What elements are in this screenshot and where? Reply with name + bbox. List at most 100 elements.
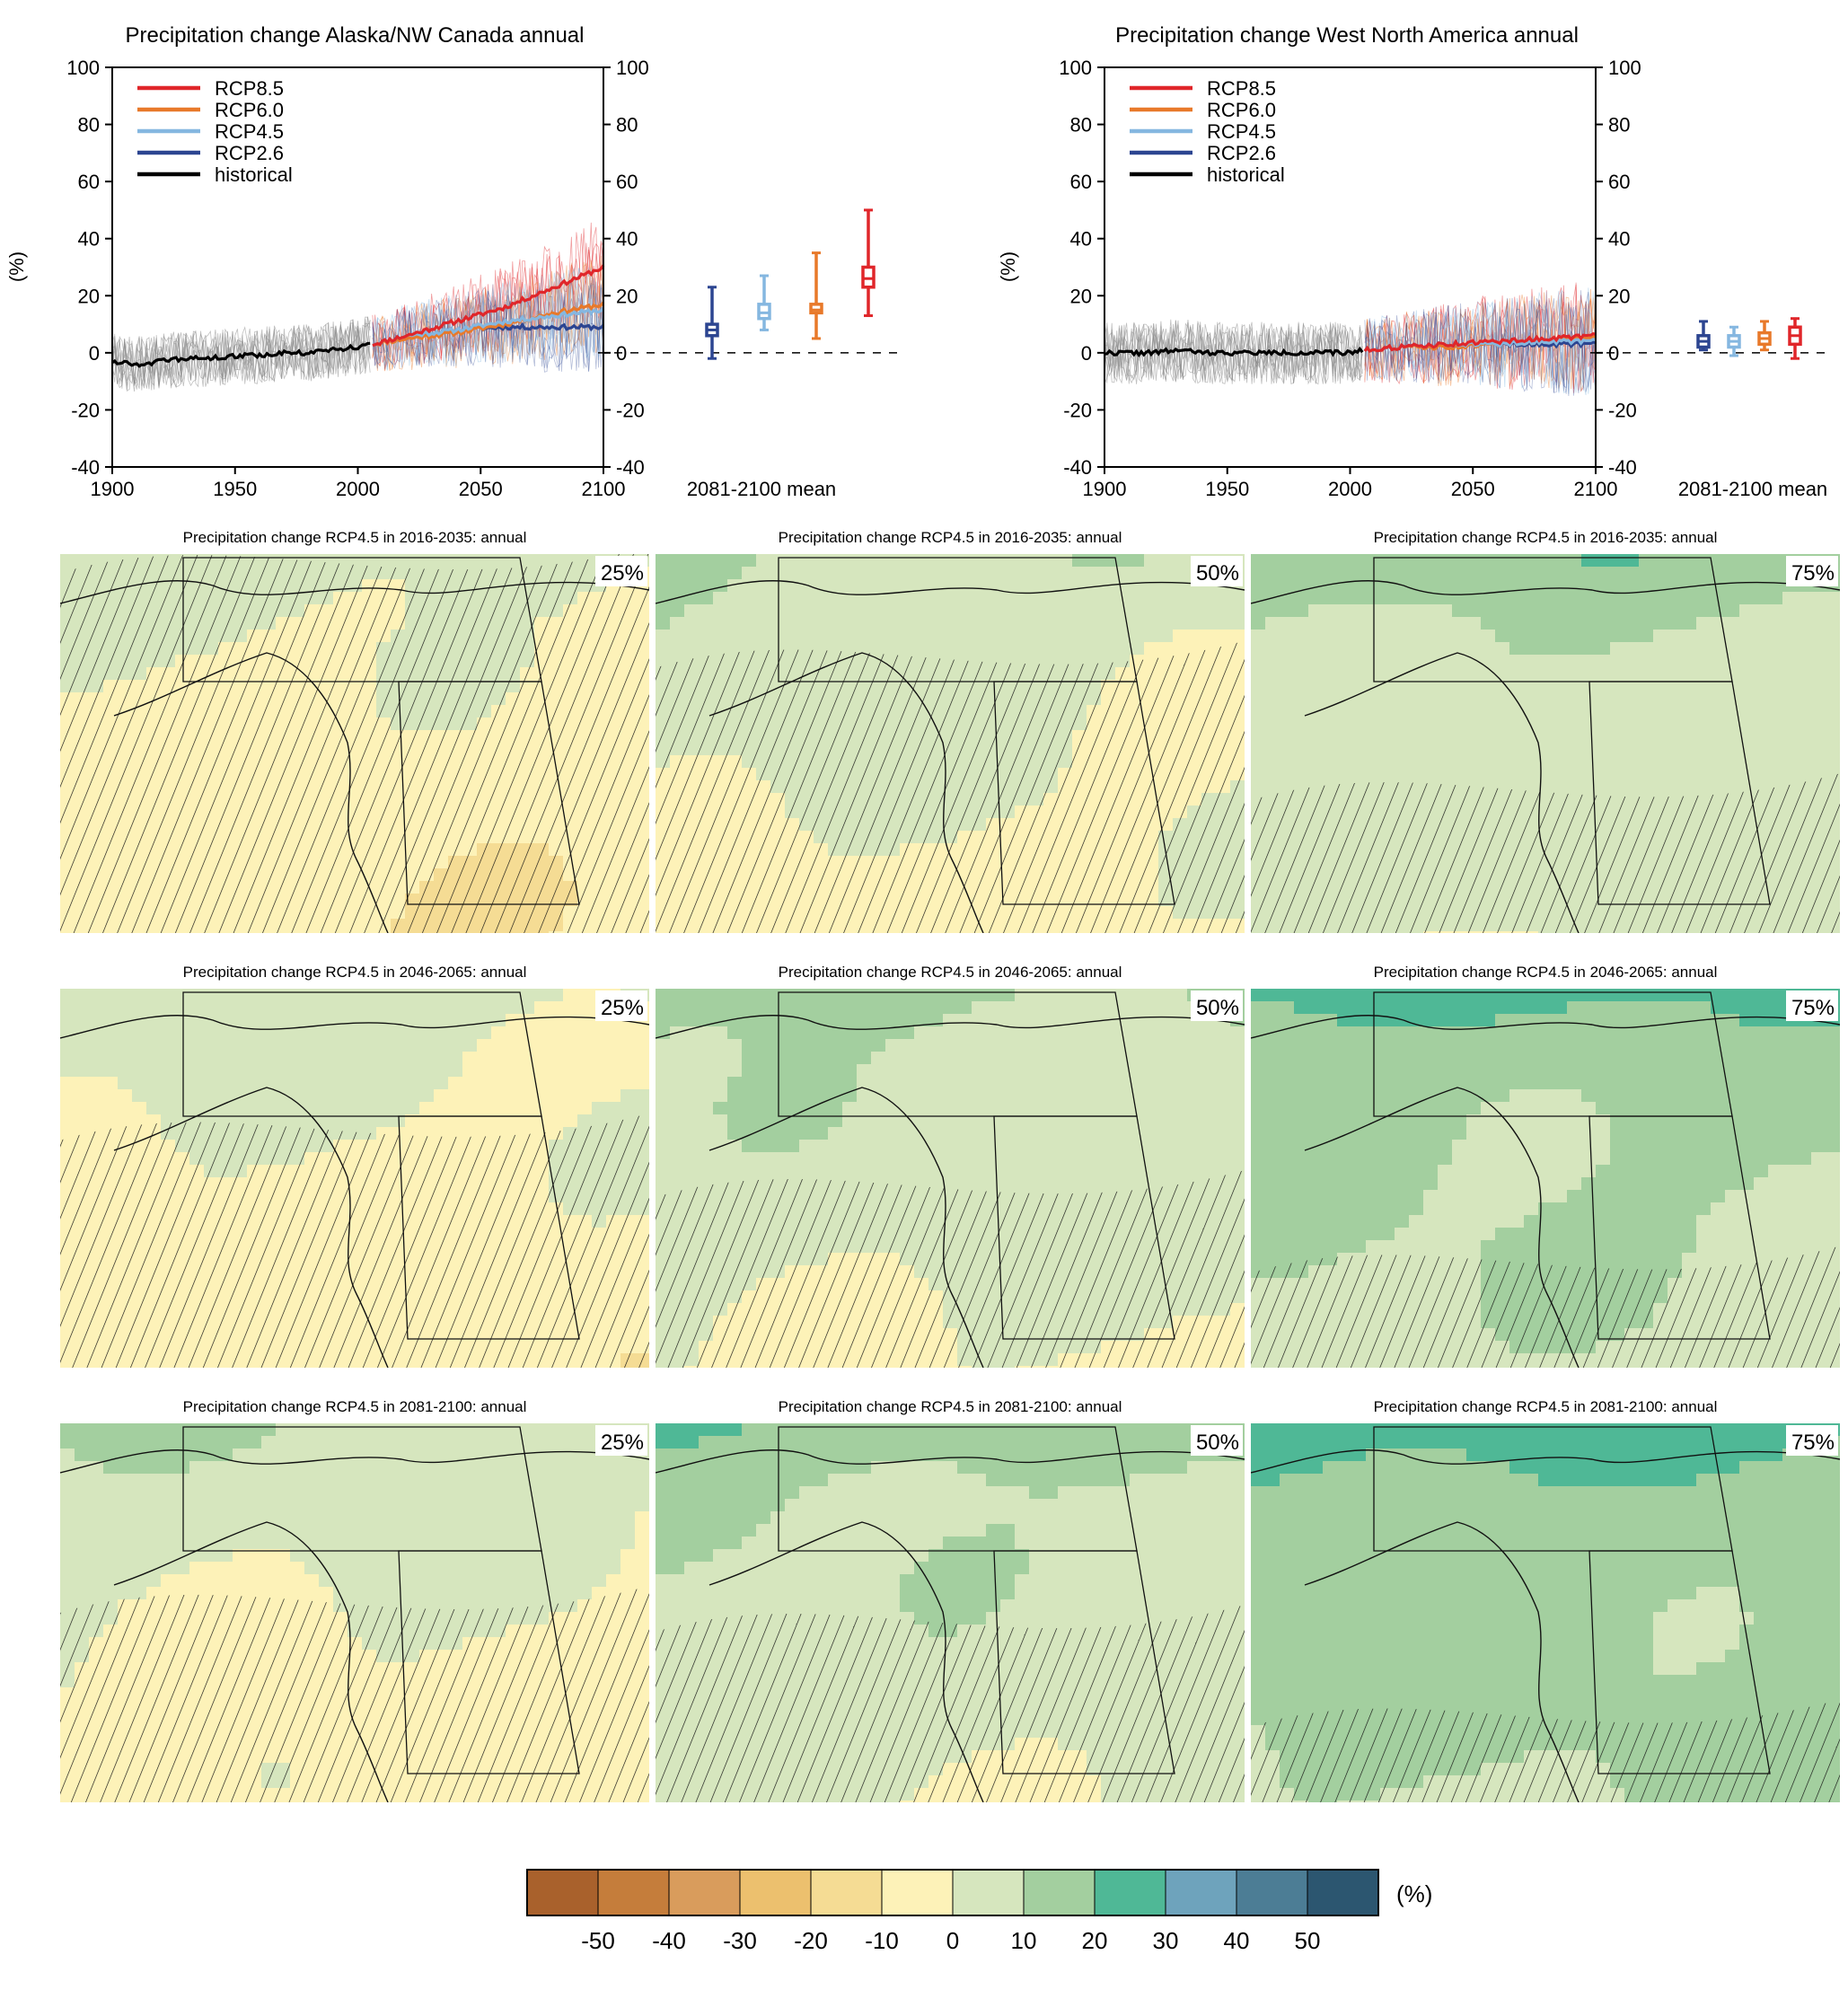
- map-cell: [1423, 743, 1439, 756]
- map-cell: [1000, 592, 1016, 605]
- map-cell: [103, 1052, 119, 1065]
- map-cell: [276, 1014, 291, 1027]
- map-cell: [1144, 554, 1159, 568]
- map-cell: [1481, 604, 1496, 618]
- map-cell: [1000, 604, 1016, 618]
- map-cell: [1811, 718, 1826, 731]
- map-cell: [1725, 780, 1740, 794]
- map-cell: [656, 655, 671, 668]
- map-cell: [1087, 567, 1102, 580]
- map-cell: [1438, 630, 1453, 643]
- map-cell: [1294, 642, 1309, 656]
- map-cell: [1782, 743, 1798, 756]
- map-cell: [1452, 667, 1467, 681]
- map-cell: [828, 554, 843, 568]
- map-cell: [1337, 768, 1352, 781]
- map-cell: [972, 642, 987, 656]
- map-cell: [419, 989, 435, 1002]
- map-cell: [1308, 604, 1324, 618]
- map-cell: [146, 1077, 162, 1090]
- map-cell: [491, 1052, 506, 1065]
- ytick-label-left: 20: [1070, 285, 1092, 307]
- map-cell: [434, 1052, 449, 1065]
- map-cell: [362, 1064, 377, 1078]
- map-cell: [261, 1001, 277, 1015]
- map-cell: [1826, 680, 1840, 693]
- map-cell: [1782, 604, 1798, 618]
- map-cell: [118, 1089, 133, 1103]
- map-cell: [727, 554, 743, 568]
- map-cell: [462, 1102, 478, 1115]
- map-cell: [1351, 604, 1367, 618]
- map-cell: [1452, 617, 1467, 630]
- map-cell: [1739, 705, 1755, 718]
- map-cell: [276, 1001, 291, 1015]
- map-cell: [1466, 680, 1482, 693]
- map-cell: [391, 554, 406, 568]
- map-cell: [1553, 630, 1568, 643]
- map-cell: [1668, 617, 1683, 630]
- map-cell: [304, 1014, 320, 1027]
- map-cell: [928, 630, 944, 643]
- map-cell: [1581, 655, 1597, 668]
- map-cell: [799, 567, 814, 580]
- xtick-label: 1950: [213, 478, 257, 500]
- map-cell: [448, 1114, 463, 1128]
- map-cell: [1782, 705, 1798, 718]
- map-cell: [491, 989, 506, 1002]
- map-cell: [175, 1026, 190, 1040]
- map-cell: [348, 1026, 363, 1040]
- map-cell: [670, 554, 685, 568]
- map-cell: [1495, 755, 1510, 769]
- map-cell: [448, 1064, 463, 1078]
- map-cell: [1294, 680, 1309, 693]
- map-cell: [1380, 617, 1395, 630]
- map-cell: [204, 1077, 219, 1090]
- map-cell: [491, 1001, 506, 1015]
- map-cell: [491, 1014, 506, 1027]
- ytick-label-right: 100: [616, 57, 649, 79]
- map-cell: [103, 1077, 119, 1090]
- map-cell: [577, 989, 593, 1002]
- map-cell: [592, 1089, 607, 1103]
- map-cell: [943, 931, 958, 933]
- map-cell: [1696, 567, 1712, 580]
- map-cell: [785, 604, 800, 618]
- map-cell: [1323, 655, 1338, 668]
- map-cell: [1624, 592, 1640, 605]
- map-cell: [1173, 630, 1188, 643]
- map-cell: [1087, 642, 1102, 656]
- map-cell: [1826, 692, 1840, 706]
- map-cell: [1101, 617, 1116, 630]
- map-cell: [670, 617, 685, 630]
- map-cell: [670, 579, 685, 593]
- map-cell: [1826, 667, 1840, 681]
- map-cell: [1524, 768, 1539, 781]
- map-cell: [857, 554, 872, 568]
- map-cell: [60, 931, 75, 933]
- map-cell: [1323, 680, 1338, 693]
- map-cell: [477, 1089, 492, 1103]
- map-cell: [1797, 604, 1812, 618]
- map-cell: [656, 604, 671, 618]
- map-cell: [1409, 768, 1424, 781]
- map-cell: [60, 1001, 75, 1015]
- map-cell: [233, 1064, 248, 1078]
- map-cell: [1826, 617, 1840, 630]
- map-cell: [1130, 604, 1145, 618]
- map-cell: [1826, 743, 1840, 756]
- legend-label-rcp85: RCP8.5: [215, 77, 284, 100]
- map-cell: [1768, 768, 1783, 781]
- map-cell: [1509, 755, 1525, 769]
- map-cell: [1610, 705, 1625, 718]
- map-cell: [1466, 567, 1482, 580]
- map-cell: [1538, 567, 1553, 580]
- map-cell: [189, 1064, 205, 1078]
- map-cell: [1524, 567, 1539, 580]
- map-cell: [928, 642, 944, 656]
- map-cell: [1696, 604, 1712, 618]
- map-cell: [943, 554, 958, 568]
- map-cell: [1768, 680, 1783, 693]
- map-cell: [118, 1064, 133, 1078]
- map-cell: [684, 931, 700, 933]
